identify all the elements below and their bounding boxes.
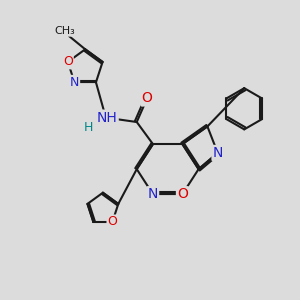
Text: N: N	[70, 76, 79, 89]
Text: O: O	[142, 92, 152, 106]
Text: N: N	[148, 187, 158, 201]
Text: O: O	[107, 215, 117, 229]
Text: NH: NH	[97, 111, 118, 124]
Text: O: O	[63, 56, 73, 68]
Text: H: H	[83, 122, 93, 134]
Text: N: N	[212, 146, 223, 160]
Text: CH₃: CH₃	[54, 26, 75, 36]
Text: O: O	[177, 187, 188, 201]
